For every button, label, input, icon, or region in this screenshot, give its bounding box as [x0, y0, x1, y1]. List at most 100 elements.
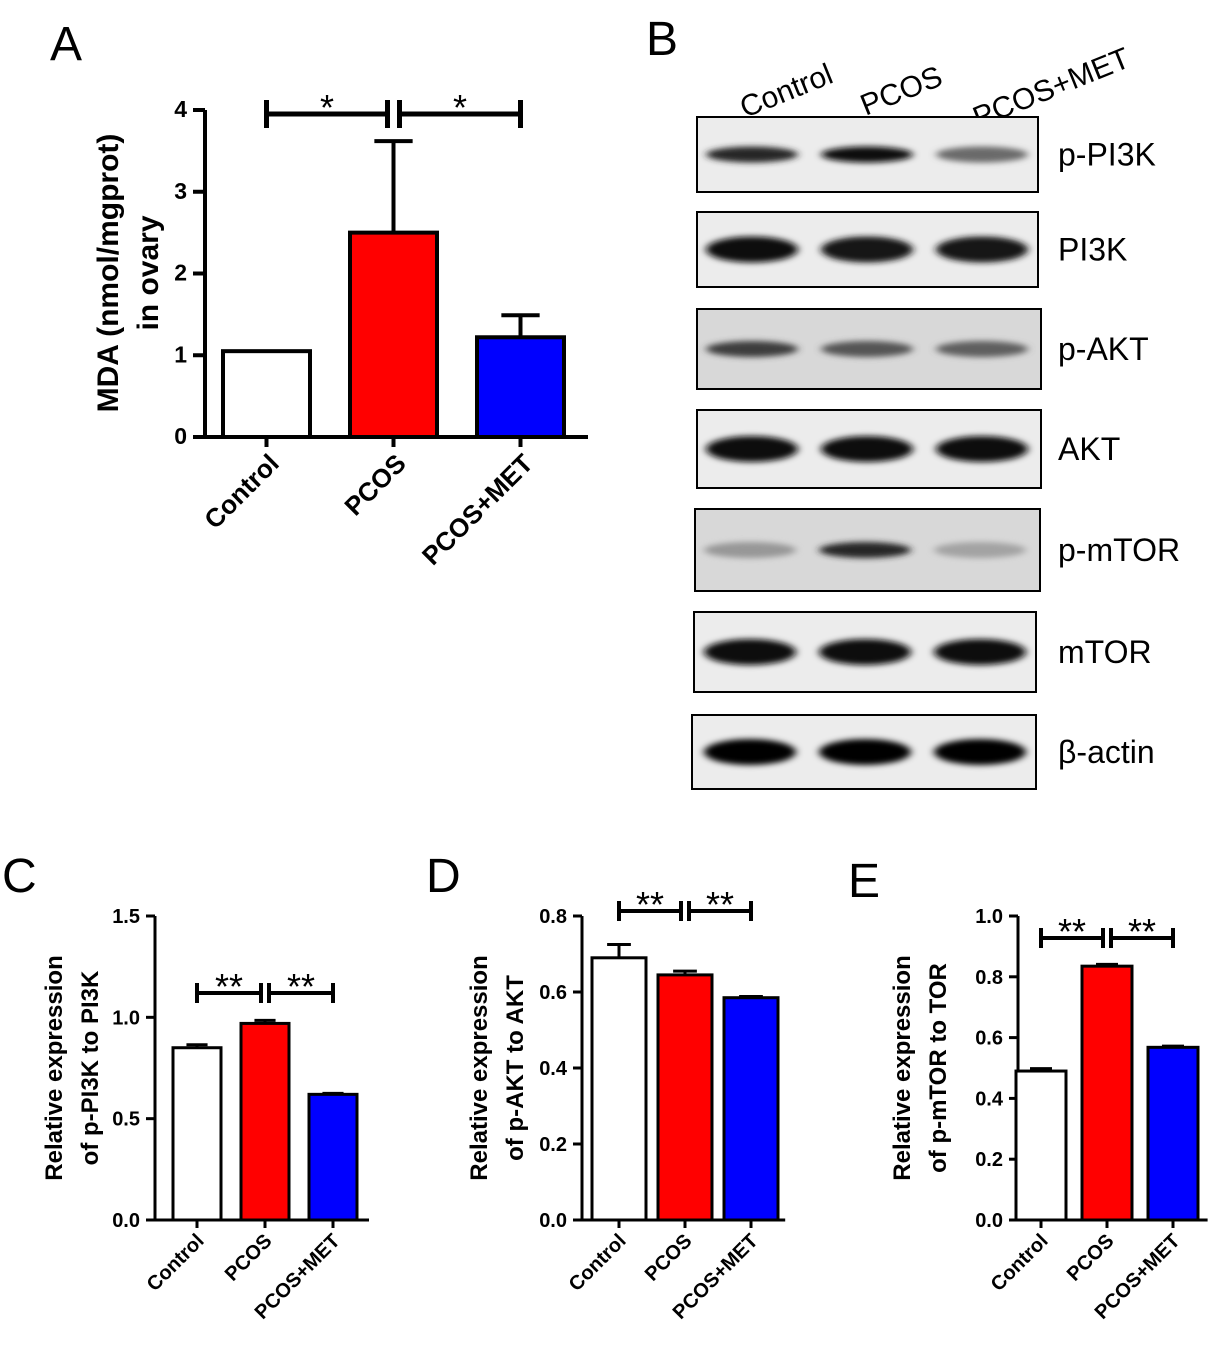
- protein-label: mTOR: [1058, 634, 1152, 670]
- x-tick-label: Control: [198, 448, 285, 535]
- x-tick-label: PCOS: [641, 1230, 697, 1286]
- protein-label: p-mTOR: [1058, 532, 1180, 568]
- bar: [221, 349, 312, 440]
- blot-band: [704, 739, 796, 765]
- y-axis-label-line: Relative expression: [41, 955, 68, 1180]
- y-tick-label: 0.8: [539, 906, 567, 928]
- y-axis-label-line: MDA (nmol/mgprot): [92, 134, 125, 413]
- significance-label: *: [320, 87, 334, 128]
- blot-band: [934, 639, 1026, 665]
- bar: [171, 1046, 223, 1222]
- y-axis-title: MDA (nmol/mgprot) in ovary: [92, 134, 165, 413]
- y-tick-label: 0.0: [539, 1210, 567, 1232]
- y-tick-label: 1.0: [975, 906, 1003, 928]
- blot-band: [704, 542, 796, 558]
- y-tick-label: 1: [174, 341, 187, 367]
- bar: [348, 230, 439, 439]
- bar: [656, 973, 714, 1222]
- significance-label: **: [287, 966, 315, 1007]
- y-tick-label: 0: [174, 423, 187, 449]
- western-blot: Control PCOS PCOS+METp-PI3KPI3Kp-AKTAKTp-m…: [691, 42, 1180, 790]
- blot-band: [936, 146, 1028, 163]
- blot-band: [936, 236, 1028, 263]
- y-tick-label: 0.0: [975, 1210, 1003, 1232]
- blot-band: [934, 739, 1026, 765]
- significance-label: **: [636, 884, 664, 925]
- chart-p-mtor: 0.0 0.2 0.4 0.6 0.8 1.0 Relative expression of …: [889, 906, 1208, 1324]
- y-axis-label-line: of p-AKT to AKT: [502, 975, 529, 1161]
- y-axis-title: Relative expression of p-PI3K to PI3K: [41, 955, 104, 1180]
- blot-band: [821, 236, 913, 263]
- y-axis-title: Relative expression of p-mTOR to TOR: [889, 955, 952, 1180]
- x-tick-label: Control: [143, 1230, 209, 1296]
- panel-label-d: D: [426, 850, 461, 903]
- blot-band: [934, 542, 1026, 558]
- blot-band: [706, 436, 798, 462]
- blot-band: [819, 639, 911, 665]
- bar: [1014, 1069, 1068, 1222]
- protein-label: β-actin: [1058, 734, 1155, 770]
- protein-label: PI3K: [1058, 232, 1127, 268]
- y-axis-title: Relative expression of p-AKT to AKT: [466, 955, 529, 1180]
- chart-p-pi3k: 0.0 0.5 1.0 1.5 Relative expression of p-PI3K…: [41, 906, 369, 1324]
- y-axis-label-line: of p-mTOR to TOR: [925, 963, 952, 1173]
- y-tick-label: 0.0: [112, 1210, 140, 1232]
- y-tick-label: 1.5: [112, 906, 140, 928]
- y-tick-label: 0.6: [975, 1028, 1003, 1050]
- blot-band: [936, 436, 1028, 462]
- blot-band: [821, 341, 913, 357]
- panel-label-b: B: [646, 13, 678, 66]
- blot-band: [819, 739, 911, 765]
- y-tick-label: 4: [174, 96, 187, 122]
- significance-label: **: [1058, 911, 1086, 952]
- y-tick-label: 0.2: [975, 1149, 1003, 1171]
- y-axis-label-line: Relative expression: [889, 955, 916, 1180]
- y-tick-label: 1.0: [112, 1007, 140, 1029]
- x-tick-label: Control: [987, 1230, 1053, 1296]
- y-axis-label-line: in ovary: [132, 215, 165, 330]
- significance-label: **: [1128, 911, 1156, 952]
- chart-mda: 0 1 2 3 4 MDA (nmol/mgprot) in ovary Control PCO…: [92, 87, 588, 571]
- y-tick-label: 0.4: [539, 1058, 568, 1080]
- x-tick-label: Control: [565, 1230, 631, 1296]
- significance-label: **: [706, 884, 734, 925]
- blot-band: [936, 341, 1028, 357]
- y-axis-label-line: Relative expression: [466, 955, 493, 1180]
- y-tick-label: 2: [174, 260, 187, 286]
- x-tick-label: PCOS+MET: [416, 448, 539, 571]
- y-tick-label: 0.2: [539, 1134, 567, 1156]
- bar: [1080, 964, 1134, 1222]
- y-tick-label: 0.6: [539, 982, 567, 1004]
- bar: [307, 1092, 359, 1222]
- blot-band: [819, 542, 911, 558]
- blot-band: [706, 341, 798, 357]
- blot-band: [704, 639, 796, 665]
- significance-label: *: [453, 87, 467, 128]
- y-tick-label: 0.4: [975, 1088, 1004, 1110]
- bar: [722, 996, 780, 1222]
- y-axis-label-line: of p-PI3K to PI3K: [77, 970, 104, 1165]
- blot-band: [821, 436, 913, 462]
- panel-label-e: E: [848, 855, 880, 908]
- blot-band: [821, 146, 913, 163]
- protein-label: AKT: [1058, 431, 1120, 467]
- x-tick-label: PCOS: [338, 448, 411, 521]
- y-tick-label: 3: [174, 178, 187, 204]
- bar: [239, 1021, 291, 1222]
- bar: [1146, 1045, 1200, 1222]
- bar: [475, 335, 566, 440]
- blot-band: [706, 146, 798, 163]
- protein-label: p-PI3K: [1058, 137, 1156, 173]
- blot-band: [706, 236, 798, 263]
- x-tick-label: PCOS: [221, 1230, 277, 1286]
- panel-label-a: A: [50, 18, 82, 71]
- lane-label: Control: [735, 58, 837, 125]
- x-tick-label: PCOS: [1063, 1230, 1119, 1286]
- y-tick-label: 0.5: [112, 1109, 140, 1131]
- significance-label: **: [215, 966, 243, 1007]
- panel-label-c: C: [2, 850, 37, 903]
- y-tick-label: 0.8: [975, 967, 1003, 989]
- protein-label: p-AKT: [1058, 331, 1149, 367]
- bar: [590, 956, 648, 1222]
